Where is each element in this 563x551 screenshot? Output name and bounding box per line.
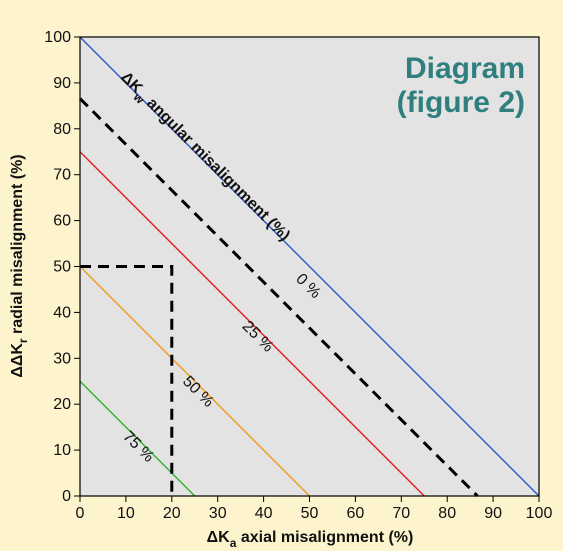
y-tick-label: 20	[53, 396, 71, 413]
y-tick-label: 40	[53, 304, 71, 321]
series-line-3	[79, 266, 310, 497]
x-axis: 0 10 20 30 40 50 60 70 80 90 100	[76, 496, 553, 522]
y-tick-label: 50	[53, 259, 71, 276]
series-line-5	[80, 265, 174, 496]
y-axis: 0 10 20 30 40 50 60 70 80 90 100	[44, 29, 80, 505]
series-line-2	[79, 151, 425, 497]
x-tick-label: 40	[255, 505, 273, 522]
x-tick-label: 0	[76, 505, 85, 522]
series-line-1	[78, 97, 479, 498]
y-tick-label: 90	[53, 75, 71, 92]
y-tick-label: 10	[53, 442, 71, 459]
x-axis-label: ΔKa axial misalignment (%)	[207, 529, 414, 550]
y-tick-label: 60	[53, 213, 71, 230]
series-line-4	[79, 380, 196, 497]
chart-title-line1: Diagram	[405, 52, 525, 85]
y-tick-label: 0	[62, 488, 71, 505]
series-line-0	[79, 36, 540, 497]
chart-title-line2: (figure 2)	[397, 86, 525, 119]
x-tick-label: 30	[209, 505, 227, 522]
x-tick-label: 70	[392, 505, 410, 522]
y-axis-label: ΔΔKr radial misalignment (%)	[9, 154, 30, 377]
series-lines	[78, 36, 540, 498]
x-tick-label: 90	[484, 505, 502, 522]
y-tick-label: 100	[44, 29, 71, 46]
x-tick-label: 100	[526, 505, 553, 522]
y-tick-label: 80	[53, 121, 71, 138]
x-tick-label: 80	[438, 505, 456, 522]
x-tick-label: 60	[347, 505, 365, 522]
x-tick-label: 20	[163, 505, 181, 522]
y-tick-label: 30	[53, 350, 71, 367]
y-tick-label: 70	[53, 167, 71, 184]
x-tick-label: 10	[117, 505, 135, 522]
x-tick-label: 50	[301, 505, 319, 522]
